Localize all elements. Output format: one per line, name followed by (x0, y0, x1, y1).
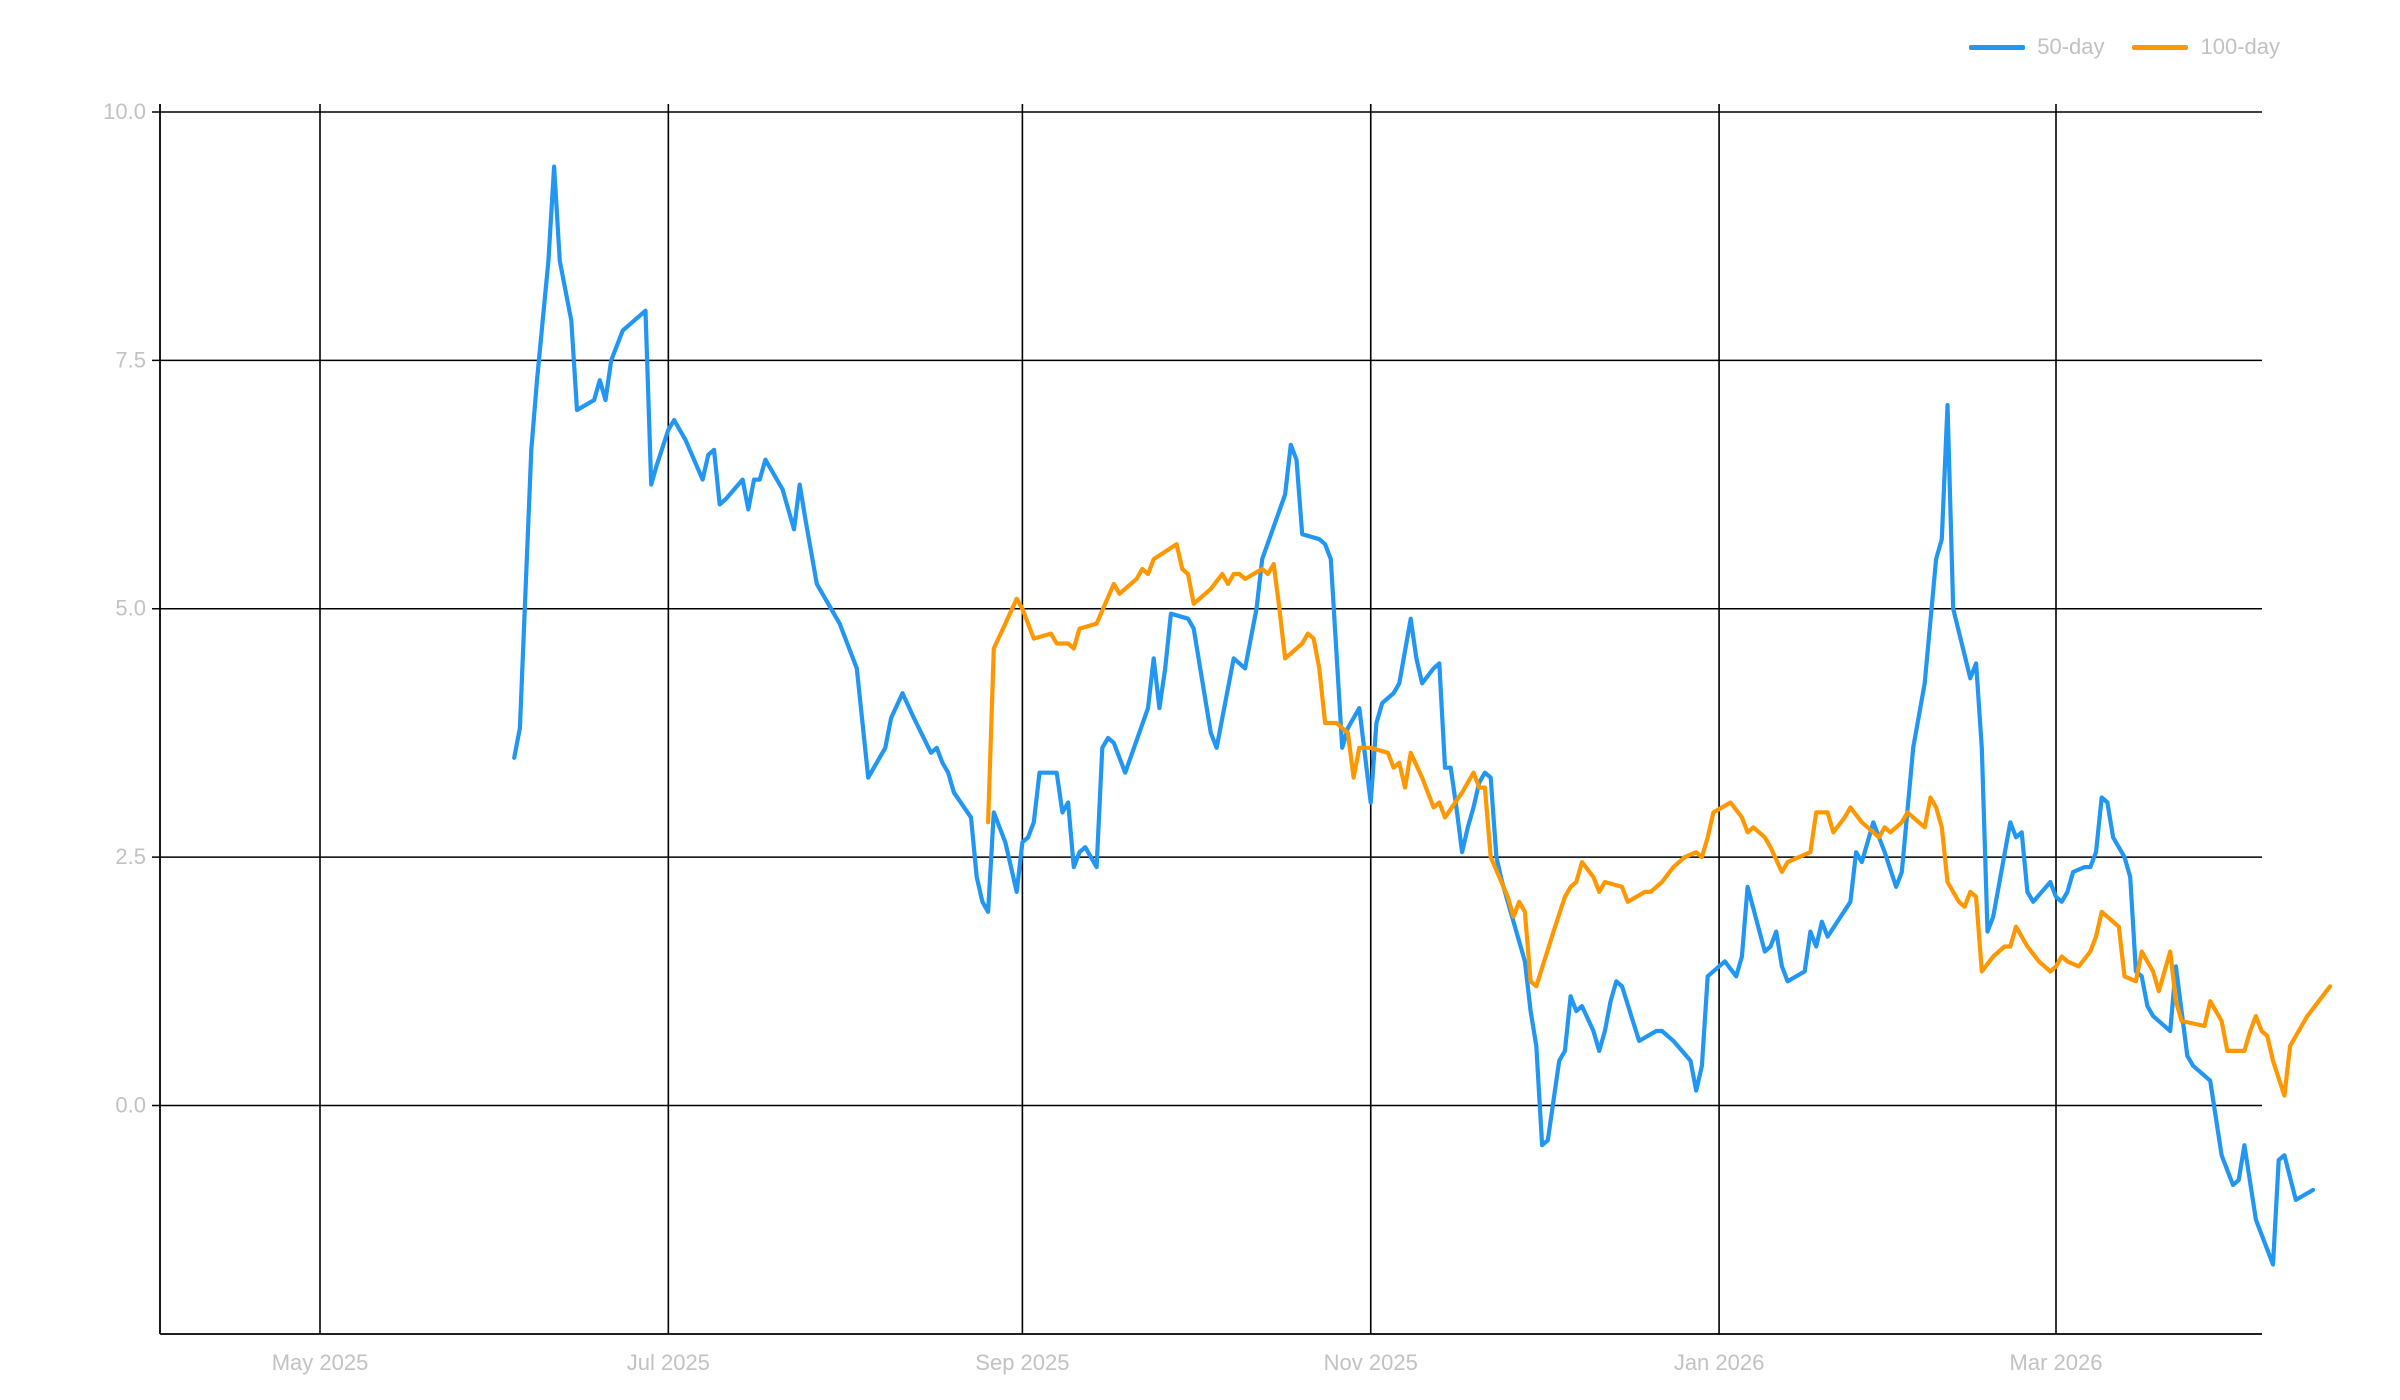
legend-item-50-day[interactable]: 50-day (1969, 34, 2104, 60)
x-tick-label: Sep 2025 (975, 1350, 1069, 1375)
x-tick-label: Nov 2025 (1324, 1350, 1418, 1375)
grid-lines (152, 104, 2262, 1334)
y-tick-label: 0.0 (115, 1092, 146, 1117)
series-line-100-day (985, 542, 2333, 1098)
legend-swatch-50-day (1969, 44, 2026, 50)
legend-item-100-day[interactable]: 100-day (2132, 34, 2280, 60)
y-tick-label: 10.0 (103, 99, 146, 124)
legend-label-100-day: 100-day (2200, 34, 2280, 59)
x-tick-label: Mar 2026 (2010, 1350, 2103, 1375)
chart-legend: 50-day 100-day (1969, 34, 2280, 60)
x-tick-label: Jan 2026 (1674, 1350, 1765, 1375)
x-tick-label: May 2025 (272, 1350, 369, 1375)
tick-labels: 10.0 7.5 5.0 2.5 0.0 May 2025 Jul 2025 Sep 2025… (103, 99, 2102, 1375)
y-tick-label: 7.5 (115, 347, 146, 372)
legend-swatch-100-day (2132, 44, 2189, 50)
legend-label-50-day: 50-day (2037, 34, 2105, 59)
axes (159, 104, 2262, 1335)
y-tick-label: 2.5 (115, 844, 146, 869)
y-tick-label: 5.0 (115, 596, 146, 621)
x-tick-label: Jul 2025 (627, 1350, 710, 1375)
series-lines (512, 164, 2333, 1267)
series-line-50-day (512, 164, 2316, 1267)
